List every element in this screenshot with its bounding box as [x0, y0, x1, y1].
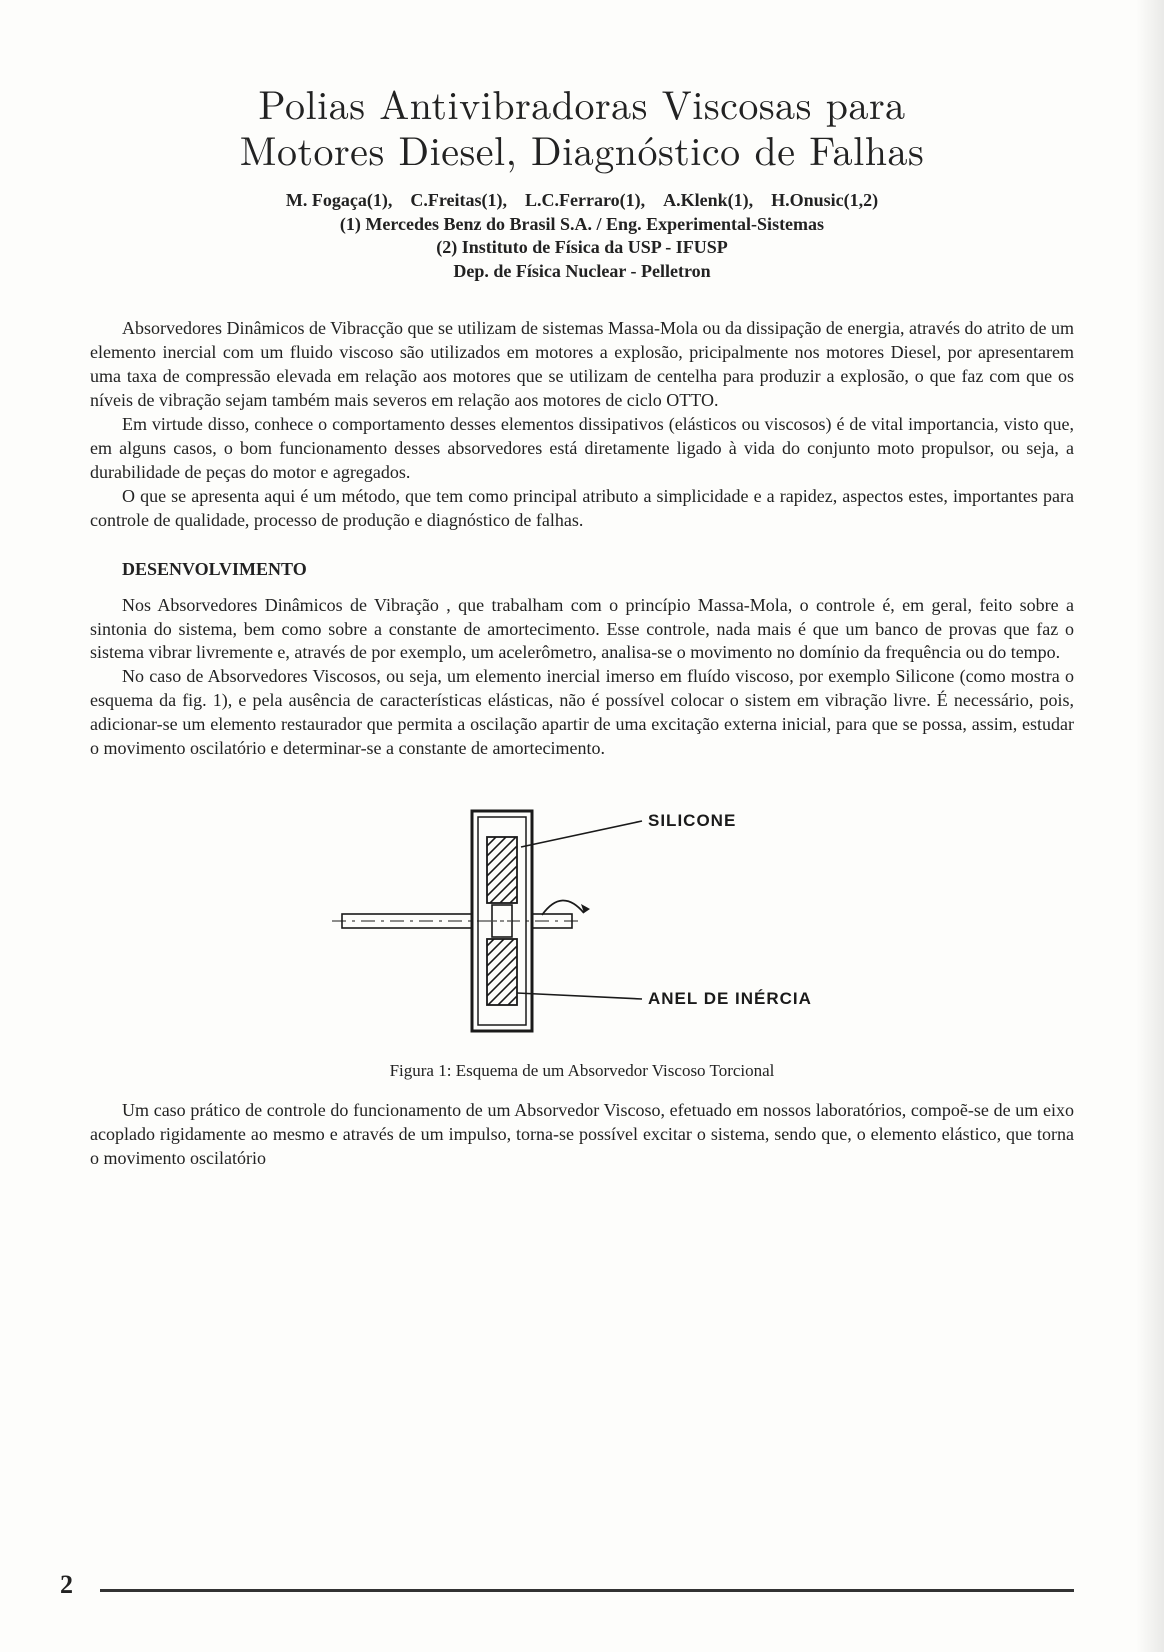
svg-text:ANEL DE INÉRCIA: ANEL DE INÉRCIA	[648, 989, 812, 1008]
svg-text:SILICONE: SILICONE	[648, 811, 736, 830]
document-page: Polias Antivibradoras Viscosas para Moto…	[0, 0, 1164, 1652]
authors-line: M. Fogaça(1), C.Freitas(1), L.C.Ferraro(…	[90, 190, 1074, 211]
affiliation-2: (2) Instituto de Física da USP - IFUSP	[90, 236, 1074, 259]
title-line-2: Motores Diesel, Diagnóstico de Falhas	[240, 120, 924, 177]
affiliation-3: Dep. de Física Nuclear - Pelletron	[90, 260, 1074, 283]
paragraph-5: No caso de Absorvedores Viscosos, ou sej…	[90, 665, 1074, 761]
paper-title: Polias Antivibradoras Viscosas para Moto…	[90, 80, 1074, 172]
figure-1-caption: Figura 1: Esquema de um Absorvedor Visco…	[90, 1061, 1074, 1081]
paragraph-4: Nos Absorvedores Dinâmicos de Vibração ,…	[90, 594, 1074, 666]
footer-rule	[100, 1589, 1074, 1592]
paragraph-2: Em virtude disso, conhece o comportament…	[90, 413, 1074, 485]
abstract-block: Absorvedores Dinâmicos de Vibracção que …	[90, 317, 1074, 532]
paragraph-1: Absorvedores Dinâmicos de Vibracção que …	[90, 317, 1074, 413]
development-block: Nos Absorvedores Dinâmicos de Vibração ,…	[90, 594, 1074, 762]
page-number: 2	[60, 1570, 73, 1600]
figure-1: SILICONE ANEL DE INÉRCIA Figura 1: Esquem…	[90, 791, 1074, 1081]
section-heading: DESENVOLVIMENTO	[90, 559, 1074, 580]
affiliation-1: (1) Mercedes Benz do Brasil S.A. / Eng. …	[90, 213, 1074, 236]
figure-1-diagram: SILICONE ANEL DE INÉRCIA	[322, 791, 842, 1051]
page-edge-shadow	[1136, 0, 1164, 1652]
paragraph-6: Um caso prático de controle do funcionam…	[90, 1099, 1074, 1171]
paragraph-3: O que se apresenta aqui é um método, que…	[90, 485, 1074, 533]
post-figure-block: Um caso prático de controle do funcionam…	[90, 1099, 1074, 1171]
